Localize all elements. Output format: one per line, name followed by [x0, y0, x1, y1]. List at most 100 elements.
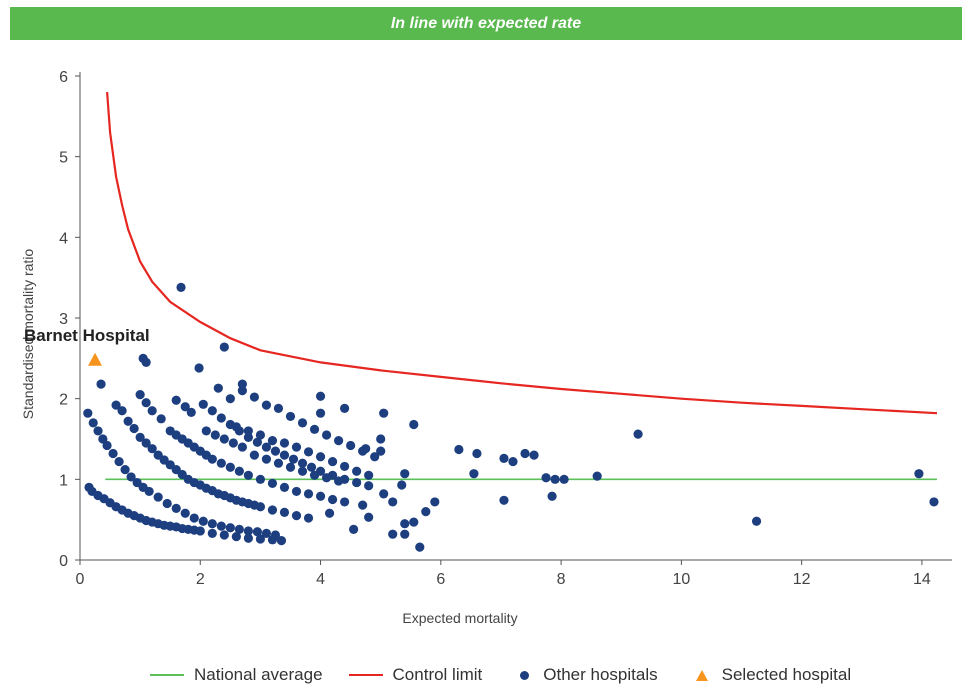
hospital-point [162, 498, 172, 509]
hospital-point [352, 466, 362, 476]
y-tick-label: 2 [59, 392, 68, 409]
hospital-point [379, 489, 389, 499]
hospital-point [288, 454, 299, 464]
hospital-point [207, 519, 217, 529]
hospital-point [243, 426, 253, 436]
hospital-point [303, 489, 314, 499]
hospital-point [201, 426, 211, 436]
hospital-point [454, 444, 464, 455]
x-tick-label: 14 [913, 571, 931, 588]
hospital-point [327, 456, 338, 467]
hospital-point [400, 529, 410, 539]
hospital-point [388, 497, 398, 507]
hospital-point [273, 403, 284, 413]
hospital-point [340, 403, 350, 413]
hospital-point [249, 450, 259, 460]
hospital-point [123, 416, 133, 426]
hospital-point [176, 282, 186, 292]
hospital-point [388, 529, 398, 539]
hospital-point [297, 466, 308, 476]
hospital-point [249, 392, 259, 402]
hospital-point [309, 424, 320, 434]
hospital-point [141, 438, 151, 448]
hospital-point [216, 458, 226, 468]
legend-triangle [695, 669, 708, 681]
hospital-point [397, 480, 407, 490]
hospital-point [421, 507, 431, 517]
hospital-point [291, 511, 302, 521]
hospital-point [315, 408, 326, 418]
hospital-point [376, 446, 386, 456]
hospital-point [276, 536, 287, 546]
hospital-point [633, 429, 643, 439]
hospital-point [114, 456, 124, 467]
hospital-point [261, 400, 272, 410]
hospital-point [364, 470, 374, 480]
hospital-point [333, 476, 344, 486]
hospital-point [346, 440, 356, 451]
hospital-point [243, 432, 253, 442]
hospital-point [279, 507, 290, 518]
hospital-point [499, 495, 509, 505]
hospital-point [592, 471, 602, 481]
hospital-point [508, 456, 518, 467]
hospital-point [180, 508, 190, 518]
hospital-point [379, 408, 389, 418]
hospital-point [261, 442, 272, 452]
hospital-point [219, 434, 229, 444]
hospital-point [147, 444, 157, 454]
hospital-point [285, 411, 296, 422]
hospital-point [306, 462, 317, 472]
legend-dot [520, 670, 530, 680]
hospital-point [267, 535, 278, 545]
hospital-point [171, 395, 181, 405]
hospital-point [102, 440, 112, 451]
hospital-point [255, 430, 266, 440]
hospital-point [415, 542, 425, 552]
hospital-point [297, 458, 308, 468]
hospital-point [255, 474, 266, 484]
hospital-point [153, 492, 163, 502]
x-tick-label: 2 [196, 571, 205, 588]
selected-hospital-marker [88, 352, 103, 366]
hospital-point [117, 406, 127, 416]
hospital-point [186, 407, 196, 417]
legend-label: National average [194, 665, 323, 684]
y-tick-label: 0 [59, 553, 68, 570]
y-tick-label: 1 [59, 472, 68, 489]
x-tick-label: 6 [436, 571, 445, 588]
legend-label: Other hospitals [543, 665, 658, 684]
hospital-point [141, 357, 151, 367]
hospital-point [219, 530, 229, 540]
hospital-point [135, 432, 145, 442]
hospital-point [194, 363, 204, 373]
hospital-point [144, 486, 154, 497]
hospital-point [228, 438, 238, 448]
hospital-point [303, 513, 314, 523]
hospital-point [376, 434, 386, 444]
x-tick-label: 8 [557, 571, 566, 588]
hospital-point [261, 454, 272, 464]
hospital-point [340, 461, 350, 472]
hospital-point [171, 503, 181, 513]
hospital-point [237, 379, 247, 389]
hospital-point [135, 390, 145, 400]
legend: National average Control limit Other hos… [150, 665, 877, 685]
hospital-point [270, 446, 281, 456]
hospital-point [273, 458, 284, 468]
hospital-point [340, 497, 350, 507]
hospital-point [126, 472, 136, 482]
hospital-point [279, 438, 290, 448]
hospital-point [541, 473, 551, 483]
hospital-point [303, 447, 314, 457]
labels: Barnet Hospital [24, 326, 150, 345]
hospital-point [108, 448, 118, 459]
hospital-point [315, 391, 326, 401]
legend-label: Control limit [392, 665, 483, 684]
hospital-point [267, 436, 278, 446]
hospital-point [243, 470, 253, 480]
hospital-point [207, 528, 217, 538]
hospital-point [243, 533, 253, 543]
hospital-point [364, 481, 374, 491]
hospital-point [225, 462, 235, 472]
